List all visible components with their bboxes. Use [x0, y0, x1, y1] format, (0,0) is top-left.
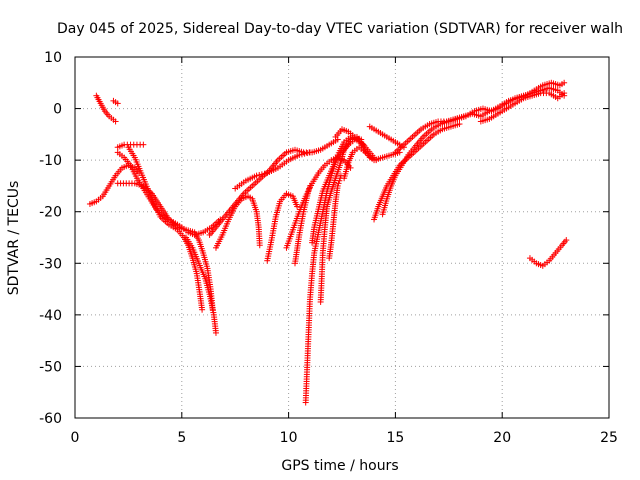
data-point [298, 151, 305, 158]
series-arc-11 [232, 149, 313, 192]
data-point [112, 118, 119, 125]
series-arc-26 [526, 237, 570, 269]
series-arc-14 [292, 182, 313, 267]
series-arc-19 [332, 126, 365, 143]
data-point [256, 171, 263, 178]
y-tick-label: -10 [39, 153, 62, 169]
data-point [114, 100, 121, 107]
plot-frame [74, 56, 610, 419]
data-point [306, 149, 313, 156]
data-point [261, 170, 268, 177]
series-arc-15 [302, 133, 367, 406]
x-tick-label: 0 [71, 430, 80, 446]
data-point [301, 150, 308, 157]
y-tick-label: -20 [39, 205, 62, 221]
y-tick-labels: -60 -50 -40 -30 -20 -10 0 10 [39, 50, 62, 427]
series-arc-1 [93, 92, 119, 125]
series-arc-9 [206, 136, 341, 238]
series-arc-17 [317, 133, 380, 305]
grid [75, 57, 609, 418]
series-arc-2 [110, 97, 121, 107]
series-arc-8 [183, 234, 219, 336]
x-tick-label: 25 [600, 430, 618, 446]
x-axis-label: GPS time / hours [281, 458, 398, 474]
data-point [563, 237, 570, 244]
data-point [253, 172, 260, 179]
y-tick-label: -50 [39, 359, 62, 375]
data-point [258, 171, 265, 178]
x-tick-label: 5 [177, 430, 186, 446]
data-markers [86, 79, 570, 406]
data-point [334, 182, 341, 189]
data-point [456, 121, 463, 128]
data-point [306, 182, 313, 189]
series-arc-4 [114, 141, 147, 151]
data-point [256, 242, 263, 249]
series-arc-7 [114, 180, 216, 313]
series-arc-6 [125, 144, 206, 313]
data-point [305, 188, 312, 195]
data-point [212, 329, 219, 336]
x-tick-label: 10 [280, 430, 298, 446]
y-tick-label: 10 [44, 50, 62, 66]
data-point [561, 79, 568, 86]
x-tick-label: 20 [493, 430, 511, 446]
series-arc-18 [326, 144, 403, 262]
data-point [358, 136, 365, 143]
series-arc-10 [212, 193, 263, 251]
data-point [294, 203, 301, 210]
y-tick-label: -40 [39, 308, 62, 324]
data-point [304, 150, 311, 157]
y-tick-label: -30 [39, 256, 62, 272]
series-arc-12 [264, 190, 301, 264]
data-point [199, 306, 206, 313]
data-point [304, 190, 311, 197]
chart-title: Day 045 of 2025, Sidereal Day-to-day VTE… [57, 21, 623, 37]
axis-ticks [74, 56, 610, 419]
x-tick-labels: 0 5 10 15 20 25 [71, 430, 618, 446]
data-point [561, 90, 568, 97]
y-axis-label: SDTVAR / TECUs [6, 181, 22, 296]
series-arc-25 [477, 90, 568, 125]
data-point [347, 164, 354, 171]
y-tick-label: -60 [39, 411, 62, 427]
y-tick-label: 0 [53, 102, 62, 118]
data-point [306, 185, 313, 192]
data-point [336, 177, 343, 184]
data-point [140, 141, 147, 148]
data-point [335, 180, 342, 187]
data-point [296, 151, 303, 158]
x-tick-label: 15 [386, 430, 404, 446]
